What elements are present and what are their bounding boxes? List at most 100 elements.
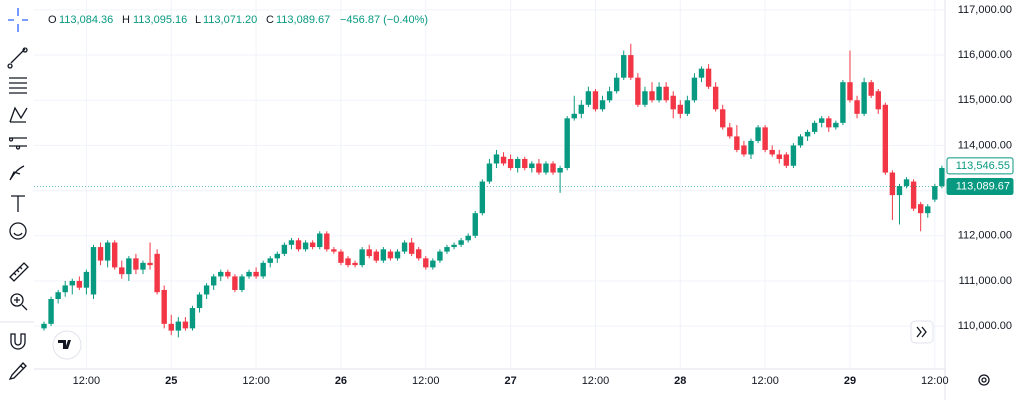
scroll-button[interactable] [910, 320, 934, 344]
candle-body [854, 100, 860, 114]
candle-body [811, 122, 818, 132]
candle-body [592, 91, 599, 110]
high-label: H [122, 14, 130, 26]
candle-body [401, 242, 408, 252]
candle-body [423, 258, 429, 268]
candle-body [663, 86, 669, 101]
candle-body [776, 154, 782, 159]
candle-body [762, 127, 768, 150]
candle-body [684, 100, 691, 114]
candle-body [324, 233, 330, 250]
candle-body [430, 260, 436, 268]
candle-body [797, 136, 804, 146]
candle-body [472, 213, 478, 236]
candle-body [861, 82, 867, 114]
candle-body [755, 127, 761, 141]
candle-body [847, 82, 853, 101]
candle-body [182, 321, 189, 329]
high-value: 113,095.16 [133, 14, 187, 26]
candle-body [705, 68, 712, 87]
candle-body [246, 271, 252, 277]
candle-body [168, 323, 174, 331]
candle-body [317, 233, 323, 248]
grid [34, 0, 945, 369]
settings-button[interactable] [978, 374, 990, 386]
y-tick-label: 110,000.00 [958, 320, 1012, 332]
candle-body [210, 276, 217, 286]
candle-body [253, 271, 259, 277]
candle-body [444, 247, 450, 252]
candle-body [479, 181, 486, 214]
candle-body [529, 163, 535, 169]
candle-body [147, 262, 153, 266]
y-tick-label: 111,000.00 [959, 275, 1012, 287]
x-tick-label: 27 [504, 375, 516, 387]
candle-body [621, 55, 627, 78]
candle-body [783, 154, 790, 166]
candle-body [41, 323, 47, 329]
candle-body [578, 104, 585, 114]
candle-body [734, 136, 740, 150]
candle-body [387, 251, 394, 259]
candle-body [126, 258, 132, 275]
close-label: C [266, 14, 274, 26]
candle-body [175, 321, 182, 331]
tv-logo[interactable] [52, 330, 82, 360]
candle-body [486, 163, 493, 182]
candle-body [932, 186, 938, 200]
candle-body [55, 292, 61, 299]
price-label: 113,546.55 [956, 160, 1010, 172]
x-tick-label: 26 [335, 375, 347, 387]
x-tick-label: 29 [844, 375, 856, 387]
open-value: 113,084.36 [59, 14, 113, 26]
candle-body [804, 131, 811, 137]
candle-body [826, 118, 832, 128]
candle-body [613, 77, 620, 92]
candle-body [819, 118, 825, 123]
candle-body [97, 247, 104, 261]
candle-body [83, 271, 90, 288]
candle-body [140, 262, 146, 270]
change-value: −456.87 (−0.40%) [340, 14, 428, 26]
candle-body [203, 285, 210, 295]
candle-body [571, 113, 577, 119]
candle-body [451, 244, 457, 248]
candle-body [133, 258, 139, 270]
candle-body [90, 247, 97, 295]
candle-body [493, 154, 500, 164]
candle-body [910, 181, 917, 209]
candle-body [281, 244, 288, 254]
candle-body [712, 86, 719, 110]
x-tick-label: 12:00 [921, 375, 949, 387]
candle-body [875, 91, 881, 110]
candle-body [302, 242, 309, 250]
candle-body [154, 253, 160, 293]
price-label-box [946, 157, 1014, 175]
toolbar [0, 0, 34, 400]
candle-body [720, 109, 726, 128]
candle-body [288, 240, 295, 245]
candle-body [366, 249, 372, 257]
candle-body [741, 145, 747, 155]
candle-body [698, 68, 705, 78]
y-tick-label: 116,000.00 [958, 49, 1012, 61]
toolbar-icons[interactable] [7, 8, 29, 380]
candle-body [119, 267, 125, 275]
candle-body [416, 249, 422, 259]
candle-body [161, 289, 167, 324]
x-tick-label: 12:00 [242, 375, 270, 387]
candle-body [769, 149, 775, 155]
candle-body [232, 276, 238, 290]
candle-body [727, 127, 733, 137]
y-tick-label: 117,000.00 [958, 4, 1012, 16]
candle-body [564, 118, 570, 169]
candle-body [833, 122, 839, 128]
x-tick-label: 28 [674, 375, 686, 387]
candle-body [260, 262, 266, 277]
candle-body [62, 285, 68, 293]
candle-body [112, 242, 118, 268]
candle-body [338, 251, 344, 263]
candle-body [670, 95, 676, 110]
